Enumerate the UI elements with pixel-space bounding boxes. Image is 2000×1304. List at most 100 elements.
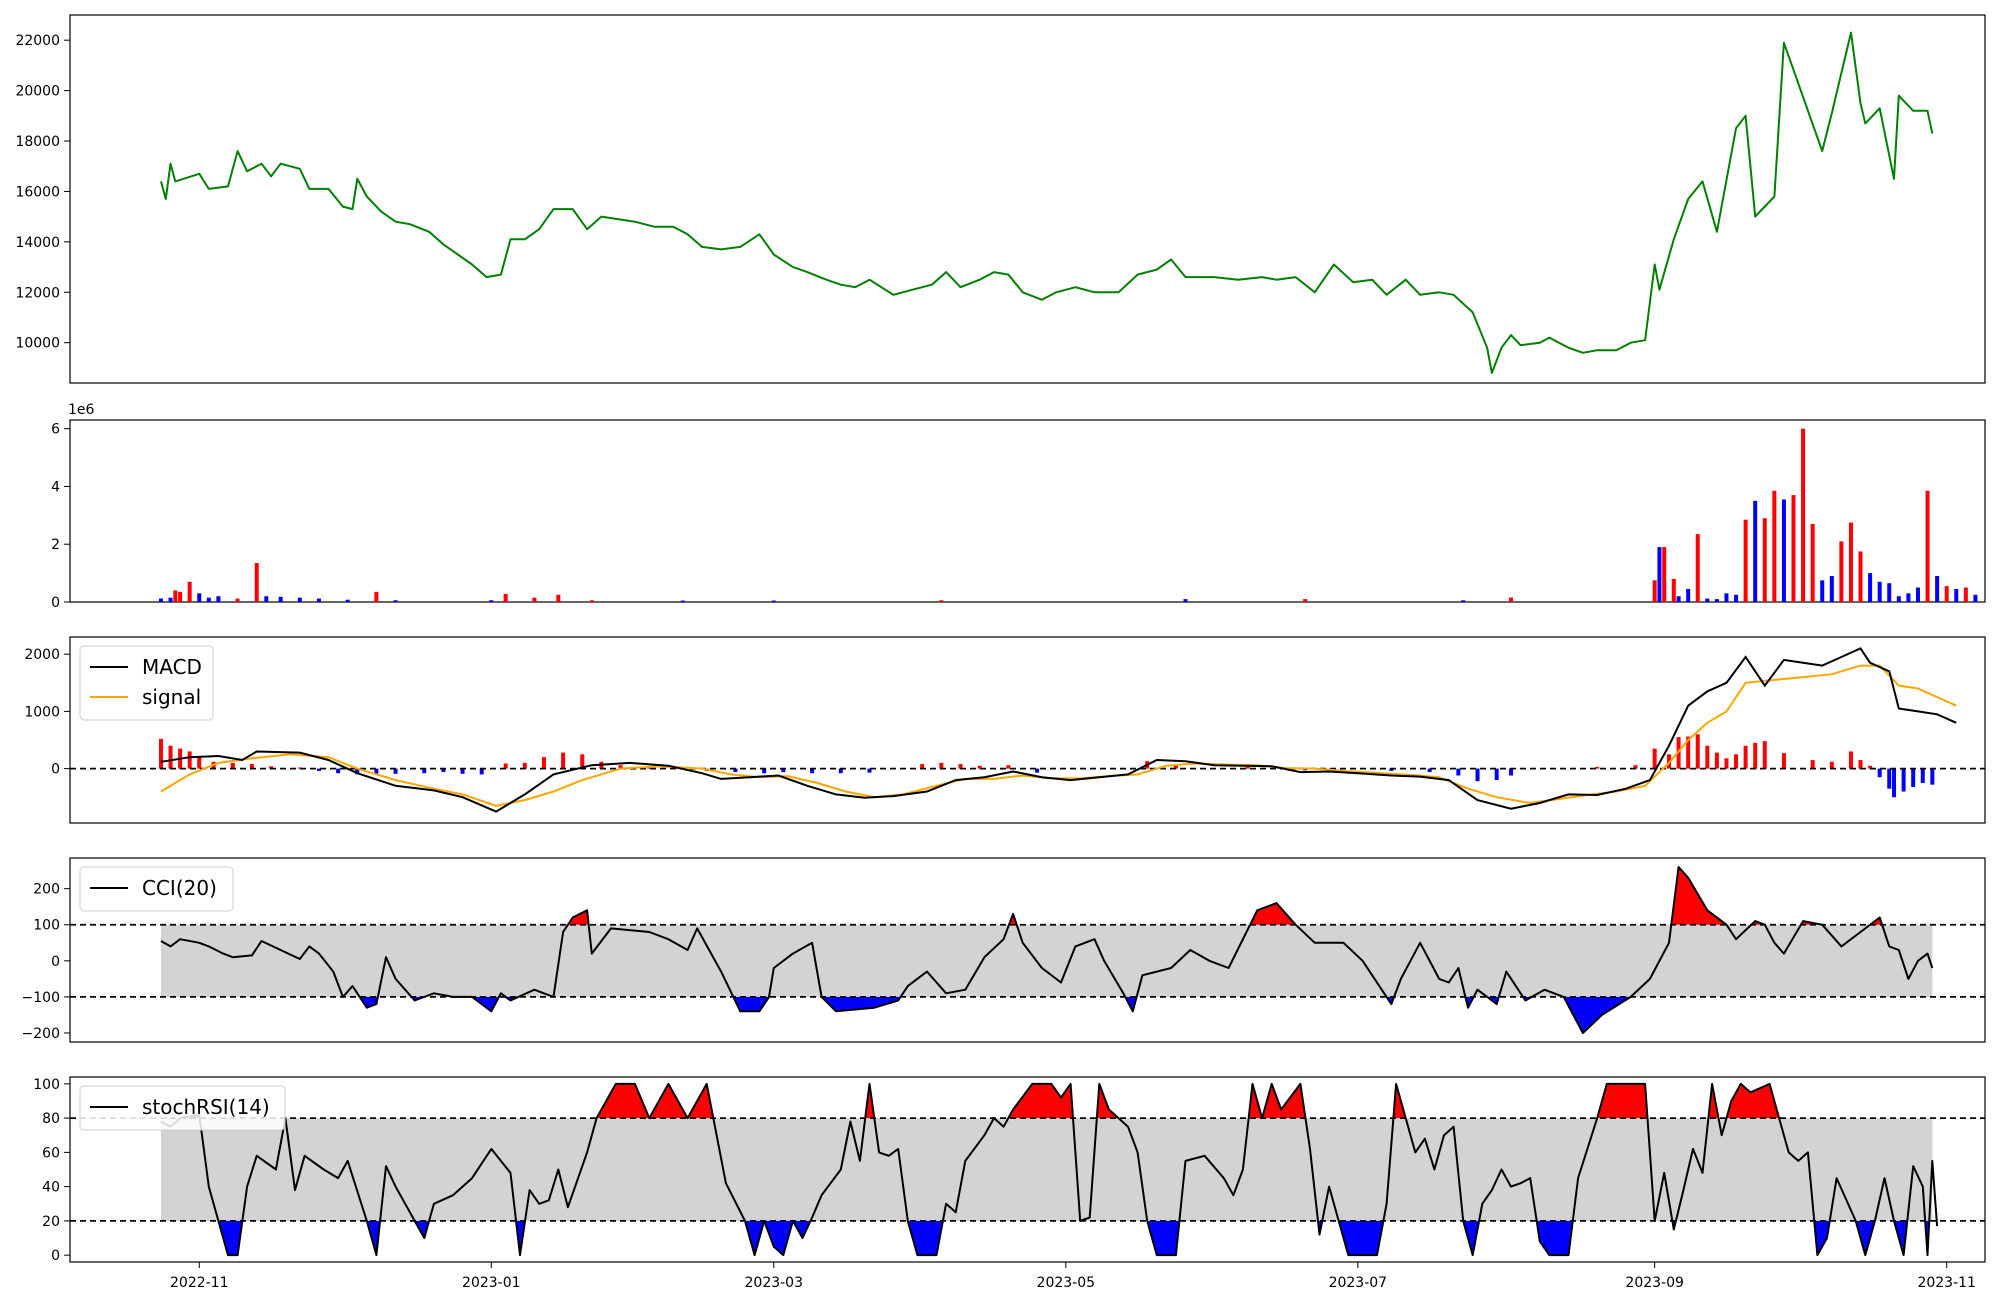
cci-y-tick-label: −200 [22,1026,60,1042]
price-y-tick-label: 10000 [15,336,60,352]
macd-histogram-bar [336,769,340,774]
macd-histogram-bar [561,753,565,769]
cci-neutral-band [161,925,1932,997]
volume-bar [1772,491,1776,602]
macd-histogram-bar [1653,749,1657,769]
volume-y-tick-label: 4 [51,479,60,495]
volume-bar [1744,520,1748,602]
volume-bar [1686,589,1690,602]
stochrsi-neutral-band [161,1118,1932,1221]
price-y-tick-label: 18000 [15,134,60,150]
volume-bar [1653,580,1657,602]
volume-bar [1724,593,1728,602]
volume-bar [1887,583,1891,602]
macd-histogram-bar [1705,746,1709,769]
cci-legend-label: CCI(20) [142,876,217,900]
cci-y-tick-label: 0 [51,954,60,970]
volume-bar [1782,499,1786,602]
cci-y-tick-label: 200 [33,882,60,898]
volume-bar [1715,599,1719,602]
stochrsi-y-tick-label: 20 [42,1214,60,1230]
macd-histogram-bar [1509,769,1513,776]
volume-bar [1461,600,1465,602]
volume-bar [1830,576,1834,602]
volume-bar [264,596,268,602]
macd-histogram-bar [1902,769,1906,792]
volume-bar [1672,579,1676,602]
volume-bar [1763,518,1767,602]
volume-y-tick-label: 2 [51,537,60,553]
stochrsi-legend-label: stochRSI(14) [142,1095,270,1119]
volume-bar [188,582,192,602]
macd-histogram-bar [1887,769,1891,789]
volume-bar [1849,523,1853,602]
volume-bar [681,601,685,602]
macd-histogram-bar [1782,753,1786,768]
price-y-tick-label: 12000 [15,285,60,301]
macd-legend: MACD signal [80,646,213,720]
volume-bar [1753,501,1757,602]
volume-bar [178,592,182,602]
stochrsi-y-tick-label: 0 [51,1248,60,1264]
volume-bar [1662,547,1666,602]
macd-histogram-bar [542,757,546,768]
volume-bar [1954,589,1958,602]
volume-bar [489,600,493,602]
price-y-tick-label: 16000 [15,184,60,200]
macd-histogram-bar [1715,753,1719,769]
macd-histogram-bar [1921,769,1925,783]
cci-legend: CCI(20) [80,867,233,911]
volume-bar [1705,599,1709,602]
volume-bar [1973,595,1977,602]
volume-bar [1906,593,1910,602]
x-tick-label: 2022-11 [170,1275,229,1291]
volume-bar [1859,551,1863,602]
macd-histogram-bar [1830,762,1834,769]
macd-histogram-bar [1734,754,1738,768]
price-y-tick-label: 14000 [15,235,60,251]
macd-histogram-bar [1753,743,1757,769]
macd-y-tick-label: 0 [51,762,60,778]
volume-bar [346,600,350,602]
macd-histogram-bar [1859,760,1863,769]
macd-histogram-bar [1911,769,1915,787]
volume-bar [1509,598,1513,602]
x-tick-label: 2023-01 [462,1275,521,1291]
macd-histogram-bar [1878,769,1882,778]
macd-histogram-bar [169,746,173,769]
macd-legend-label: MACD [142,655,202,679]
macd-histogram-bar [1006,765,1010,768]
volume-bar [207,598,211,602]
volume-bar [1820,580,1824,602]
volume-bar [298,598,302,602]
volume-bar [1964,588,1968,602]
volume-bar [1897,596,1901,602]
macd-histogram-bar [159,739,163,769]
volume-y-tick-label: 0 [51,595,60,611]
volume-bar [216,596,220,602]
x-tick-label: 2023-05 [1037,1275,1096,1291]
macd-histogram-bar [1495,769,1499,780]
x-tick-label: 2023-07 [1329,1275,1388,1291]
stochrsi-y-tick-label: 100 [33,1077,60,1093]
volume-bar [772,601,776,602]
volume-bar [1657,547,1661,602]
volume-bar [236,599,240,602]
macd-legend-label: signal [142,685,201,709]
volume-bar [197,593,201,602]
macd-histogram-bar [1724,758,1728,768]
volume-bar [1183,599,1187,602]
cci-y-tick-label: 100 [33,918,60,934]
macd-histogram-bar [1246,767,1250,769]
x-tick-label: 2023-09 [1625,1275,1684,1291]
stochrsi-legend: stochRSI(14) [80,1086,285,1130]
volume-bar [255,563,259,602]
macd-y-tick-label: 1000 [24,704,60,720]
macd-histogram-bar [1849,751,1853,768]
volume-bar [173,590,177,602]
volume-y-tick-label: 6 [51,422,60,438]
volume-bar [317,599,321,602]
x-tick-label: 2023-11 [1917,1275,1976,1291]
volume-bar [1303,599,1307,602]
macd-histogram-bar [1456,769,1460,776]
